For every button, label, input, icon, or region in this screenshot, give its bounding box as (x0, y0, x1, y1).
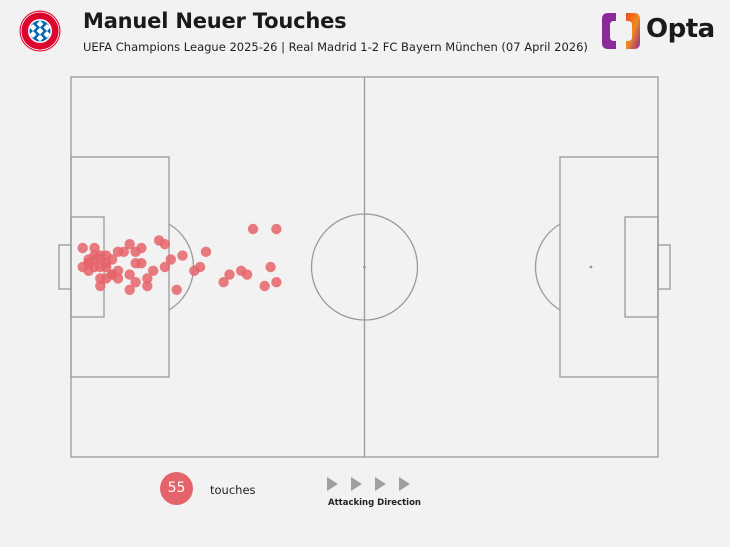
fc-bayern-munchen-crest-icon (19, 10, 61, 52)
right-penalty-area (559, 156, 659, 378)
touch-point (124, 284, 135, 295)
touch-point (83, 258, 94, 269)
touch-point (136, 242, 147, 254)
touch-point (101, 258, 112, 269)
right-six-yard-box (624, 216, 659, 318)
touch-point (77, 242, 88, 254)
touch-point (236, 265, 247, 276)
left-goal (58, 244, 72, 290)
touch-point (271, 277, 282, 288)
attacking-direction-arrows-icon (327, 477, 410, 491)
touch-point (165, 254, 176, 265)
centre-circle (310, 213, 419, 321)
left-penalty-arc (168, 223, 195, 311)
touch-point (265, 261, 276, 273)
chart-title: Manuel Neuer Touches (83, 9, 347, 33)
touch-point (200, 246, 212, 257)
touch-point (130, 258, 141, 269)
touch-points (77, 223, 282, 295)
touch-point (89, 250, 100, 261)
touch-point (148, 265, 159, 276)
touch-count-badge: 55 (160, 472, 193, 505)
touch-point (130, 277, 141, 288)
right-penalty-arc (534, 223, 561, 311)
centre-spot (363, 265, 366, 269)
attacking-direction-label: Attacking Direction (328, 498, 421, 508)
touch-point (89, 242, 100, 254)
touch-point (224, 269, 235, 280)
touch-point (177, 250, 188, 261)
touch-point (271, 223, 282, 235)
opta-brand: Opta (646, 14, 715, 44)
touch-point (194, 261, 206, 273)
opta-logo-icon (602, 13, 640, 49)
touch-point (218, 277, 229, 288)
right-penalty-spot (589, 265, 593, 269)
chart-subtitle: UEFA Champions League 2025-26 | Real Mad… (83, 40, 588, 54)
touch-point (142, 280, 153, 292)
right-goal (657, 244, 671, 290)
touch-point (259, 280, 270, 292)
touch-point (159, 239, 171, 250)
touch-point (247, 223, 259, 235)
touch-point (159, 261, 171, 273)
touch-count-label: touches (210, 483, 256, 497)
touch-point (124, 239, 135, 250)
touch-point (101, 250, 112, 261)
touch-point (112, 246, 124, 257)
touch-point (171, 284, 182, 295)
touch-point (95, 280, 106, 292)
touch-point (142, 273, 153, 284)
touch-point (101, 273, 112, 284)
touch-point (124, 269, 135, 280)
